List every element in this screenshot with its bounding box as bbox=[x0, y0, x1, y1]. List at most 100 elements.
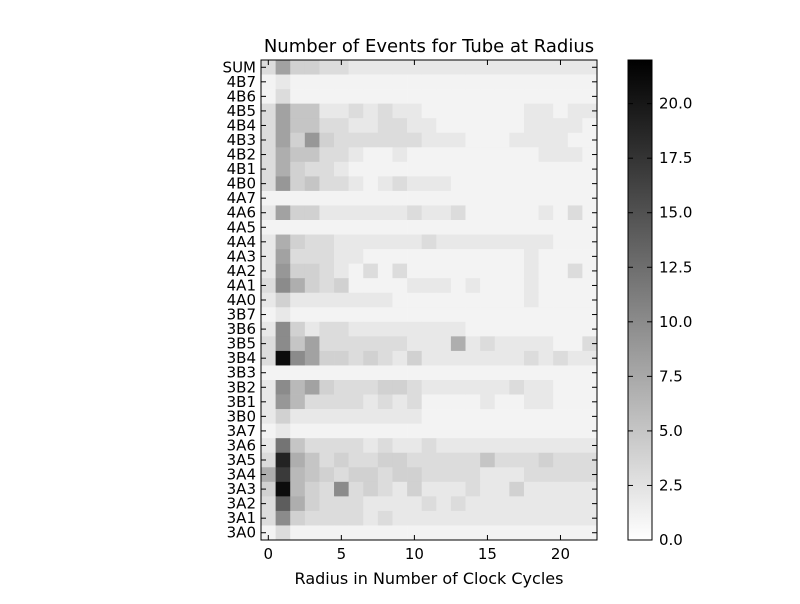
heatmap-cell bbox=[392, 510, 408, 526]
heatmap-cell bbox=[523, 452, 539, 468]
heatmap-cell bbox=[392, 278, 408, 294]
heatmap-cell bbox=[261, 452, 276, 468]
heatmap-cell bbox=[494, 74, 510, 90]
heatmap-cell bbox=[450, 510, 466, 526]
heatmap-cell bbox=[421, 278, 437, 294]
heatmap-cell bbox=[553, 147, 569, 163]
heatmap-cell bbox=[538, 60, 554, 75]
heatmap-cell bbox=[304, 74, 320, 90]
heatmap-cell bbox=[348, 190, 364, 206]
heatmap-cell bbox=[509, 74, 525, 90]
heatmap-cell bbox=[436, 481, 452, 497]
heatmap-cell bbox=[392, 365, 408, 381]
heatmap-cell bbox=[436, 336, 452, 352]
heatmap-cell bbox=[567, 481, 583, 497]
heatmap-cell bbox=[436, 510, 452, 526]
heatmap-cell bbox=[480, 118, 496, 134]
heatmap-cell bbox=[334, 147, 349, 163]
heatmap-cell bbox=[480, 321, 496, 337]
heatmap-cell bbox=[553, 467, 569, 483]
heatmap-cell bbox=[465, 74, 481, 90]
x-tick-label: 20 bbox=[551, 545, 570, 563]
heatmap-cell bbox=[290, 321, 306, 337]
heatmap-cell bbox=[334, 409, 349, 424]
y-tick-label: 3A2 bbox=[227, 495, 256, 513]
heatmap-cell bbox=[377, 525, 393, 541]
heatmap-cell bbox=[494, 234, 510, 250]
heatmap-cell bbox=[261, 307, 276, 323]
heatmap-cell bbox=[480, 263, 496, 279]
heatmap-cell bbox=[319, 205, 335, 221]
heatmap-cell bbox=[377, 423, 393, 439]
heatmap-cell bbox=[509, 438, 525, 454]
heatmap-cell bbox=[392, 350, 408, 366]
heatmap-cell bbox=[334, 74, 349, 90]
heatmap-cell bbox=[377, 336, 393, 352]
heatmap-cell bbox=[363, 147, 379, 163]
colorbar-tick-label: 0.0 bbox=[659, 531, 683, 549]
heatmap-cell bbox=[465, 118, 481, 134]
heatmap-cell bbox=[392, 525, 408, 541]
heatmap-cell bbox=[334, 220, 349, 235]
heatmap-cell bbox=[392, 409, 408, 424]
heatmap-cell bbox=[465, 220, 481, 235]
heatmap-cell bbox=[290, 467, 306, 483]
heatmap-cell bbox=[304, 249, 320, 264]
heatmap-cell bbox=[465, 147, 481, 163]
heatmap-cell bbox=[567, 220, 583, 235]
colorbar-ticks: 0.0 2.5 5.0 7.5 10.0 12.5 15.0 17.5 20.0 bbox=[628, 95, 692, 549]
heatmap-cell bbox=[567, 365, 583, 381]
heatmap-cell bbox=[436, 423, 452, 439]
heatmap-cell bbox=[392, 249, 408, 264]
heatmap-cell bbox=[523, 234, 539, 250]
heatmap-cell bbox=[275, 147, 291, 163]
heatmap-cell bbox=[436, 220, 452, 235]
heatmap-cell bbox=[538, 409, 554, 424]
heatmap-cell bbox=[407, 365, 422, 381]
heatmap-cell bbox=[450, 423, 466, 439]
y-tick-label: 4B3 bbox=[227, 131, 256, 149]
heatmap-cell bbox=[363, 394, 379, 410]
heatmap-cell bbox=[275, 321, 291, 337]
heatmap-cell bbox=[582, 176, 598, 192]
heatmap-cell bbox=[304, 132, 320, 148]
y-tick-label: 3B1 bbox=[227, 393, 256, 411]
heatmap-cell bbox=[494, 147, 510, 163]
y-tick-label: 3B6 bbox=[227, 320, 256, 338]
heatmap-cell bbox=[553, 89, 569, 104]
x-tick-label: 10 bbox=[405, 545, 424, 563]
heatmap-cell bbox=[290, 118, 306, 134]
heatmap-cell bbox=[407, 380, 422, 395]
heatmap-cell bbox=[436, 496, 452, 512]
heatmap-cell bbox=[450, 249, 466, 264]
heatmap-cell bbox=[538, 292, 554, 308]
heatmap-cell bbox=[275, 409, 291, 424]
heatmap-cell bbox=[494, 467, 510, 483]
heatmap-cell bbox=[538, 161, 554, 177]
heatmap-cell bbox=[567, 89, 583, 104]
heatmap-cell bbox=[523, 307, 539, 323]
heatmap-cell bbox=[465, 336, 481, 352]
heatmap-cell bbox=[319, 510, 335, 526]
heatmap-cell bbox=[392, 452, 408, 468]
heatmap-cell bbox=[304, 263, 320, 279]
heatmap-cell bbox=[436, 380, 452, 395]
heatmap-cell bbox=[538, 147, 554, 163]
heatmap-cell bbox=[509, 481, 525, 497]
heatmap-cell bbox=[494, 278, 510, 294]
heatmap-cell bbox=[494, 481, 510, 497]
heatmap-cell bbox=[261, 89, 276, 104]
heatmap-cell bbox=[377, 147, 393, 163]
heatmap-cell bbox=[275, 380, 291, 395]
heatmap-cell bbox=[261, 510, 276, 526]
heatmap-cell bbox=[421, 103, 437, 119]
heatmap-cell bbox=[567, 249, 583, 264]
heatmap-cell bbox=[319, 89, 335, 104]
heatmap-cell bbox=[538, 278, 554, 294]
colorbar-tick-label: 2.5 bbox=[659, 476, 683, 494]
heatmap-cell bbox=[348, 394, 364, 410]
heatmap-cell bbox=[334, 394, 349, 410]
heatmap-cell bbox=[421, 190, 437, 206]
heatmap-cell bbox=[407, 278, 422, 294]
heatmap-cell bbox=[450, 132, 466, 148]
